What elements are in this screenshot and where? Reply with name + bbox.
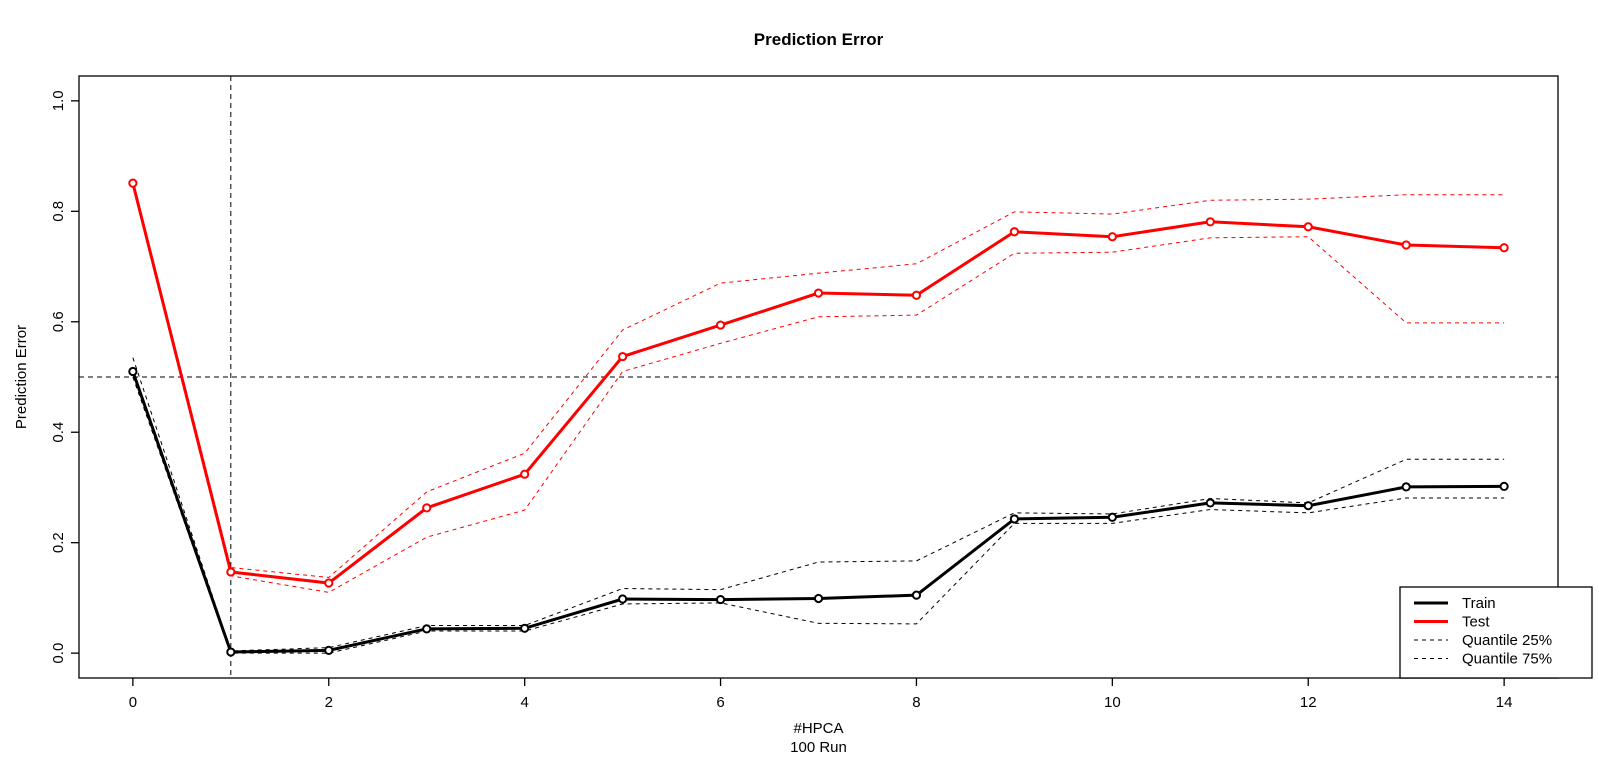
marker-train <box>813 593 824 604</box>
marker-train <box>1401 482 1411 492</box>
x-axis-label-line1: #HPCA <box>793 720 843 737</box>
marker-train <box>422 624 432 634</box>
series-train-quantile-75 <box>132 357 1505 652</box>
y-tick-label: 0.6 <box>50 311 67 332</box>
marker-test <box>1009 227 1019 237</box>
series-test-quantile-75 <box>132 180 1505 579</box>
marker-test <box>226 567 236 577</box>
y-tick-label: 0.0 <box>50 643 67 664</box>
marker-test <box>1401 240 1411 250</box>
x-tick-label: 6 <box>716 694 724 711</box>
y-tick-label: 0.8 <box>50 201 67 222</box>
series-train <box>131 370 1505 654</box>
y-tick-label: 1.0 <box>50 90 67 111</box>
marker-train <box>1205 498 1215 508</box>
legend-label: Quantile 75% <box>1462 651 1552 668</box>
marker-test <box>715 320 726 330</box>
marker-train <box>226 647 236 657</box>
y-tick-label: 0.4 <box>50 422 67 443</box>
marker-train <box>1499 481 1509 491</box>
x-axis-label-line2: 100 Run <box>790 739 847 756</box>
x-tick-label: 12 <box>1300 694 1317 711</box>
marker-test <box>422 503 432 513</box>
plot-border <box>78 75 1559 679</box>
chart-title: Prediction Error <box>754 30 884 49</box>
series-train-quantile-25 <box>132 376 1505 654</box>
y-axis-label: Prediction Error <box>13 325 30 429</box>
marker-train <box>1009 514 1019 524</box>
marker-train <box>1303 501 1313 511</box>
marker-train <box>1107 512 1117 522</box>
x-tick-label: 8 <box>912 694 920 711</box>
marker-train <box>324 645 334 655</box>
marker-test <box>324 578 334 588</box>
x-tick-label: 0 <box>129 694 137 711</box>
marker-test <box>813 288 824 298</box>
series-test <box>131 182 1505 585</box>
marker-train <box>128 366 138 377</box>
legend-label: Train <box>1462 595 1496 612</box>
marker-test <box>1303 222 1313 232</box>
marker-test <box>1205 217 1215 227</box>
marker-train <box>715 594 726 605</box>
legend-label: Test <box>1462 614 1490 631</box>
marker-test <box>1499 243 1509 253</box>
marker-test <box>618 351 628 362</box>
marker-test <box>520 469 530 479</box>
series-test-quantile-25 <box>132 186 1505 593</box>
x-tick-label: 2 <box>325 694 333 711</box>
marker-train <box>520 623 530 633</box>
marker-train <box>618 594 628 604</box>
x-tick-label: 4 <box>520 694 528 711</box>
legend-label: Quantile 25% <box>1462 632 1552 649</box>
marker-train <box>911 590 922 600</box>
x-tick-label: 10 <box>1104 694 1121 711</box>
y-tick-label: 0.2 <box>50 532 67 553</box>
marker-test <box>1107 232 1117 242</box>
marker-test <box>128 178 138 188</box>
marker-test <box>911 290 922 300</box>
x-tick-label: 14 <box>1496 694 1513 711</box>
